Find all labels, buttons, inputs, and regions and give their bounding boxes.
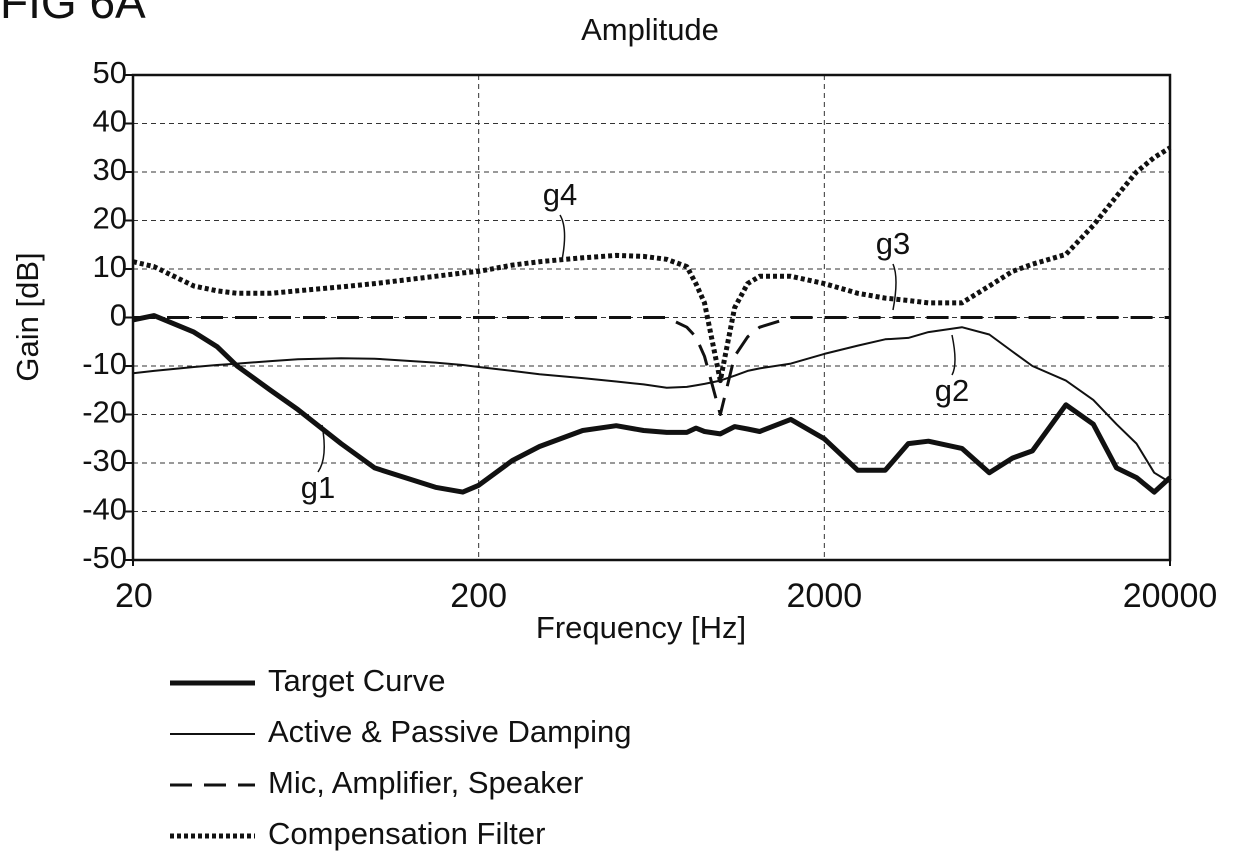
annotation: g4: [543, 177, 577, 212]
annotation: g3: [876, 226, 910, 261]
chart-title: Amplitude: [581, 12, 719, 47]
series-line: [132, 145, 1172, 384]
annotation: g2: [935, 373, 969, 408]
y-tick-label: -50: [82, 540, 127, 575]
x-tick-label: 2000: [787, 577, 863, 615]
y-tick-label: -10: [82, 346, 127, 381]
x-tick-label: 20: [115, 577, 153, 615]
y-tick-label: -30: [82, 443, 127, 478]
series-line: [133, 316, 1170, 416]
y-tick-label: 0: [110, 298, 127, 333]
x-axis-label: Frequency [Hz]: [536, 610, 746, 645]
figure-label: FIG 6A: [0, 0, 146, 28]
x-tick-label: 20000: [1123, 577, 1218, 615]
legend-label: Target Curve: [268, 663, 445, 698]
series-line: [132, 313, 1172, 495]
y-tick-label: 50: [93, 55, 127, 90]
leader-line: [892, 263, 897, 311]
y-tick-label: 40: [93, 104, 127, 139]
y-tick-label: -20: [82, 395, 127, 430]
legend-label: Mic, Amplifier, Speaker: [268, 765, 583, 800]
annotation: g1: [301, 470, 335, 505]
y-axis-label: Gain [dB]: [10, 252, 45, 381]
y-tick-label: -40: [82, 492, 127, 527]
legend-label: Active & Passive Damping: [268, 714, 632, 749]
leader-line: [559, 214, 566, 261]
leader-line: [317, 424, 325, 473]
series-line: [132, 326, 1171, 484]
legend-label: Compensation Filter: [268, 816, 545, 851]
x-tick-label: 200: [450, 577, 507, 615]
y-tick-label: 10: [93, 249, 127, 284]
y-tick-label: 30: [93, 152, 127, 187]
y-tick-label: 20: [93, 201, 127, 236]
leader-line: [951, 334, 956, 376]
